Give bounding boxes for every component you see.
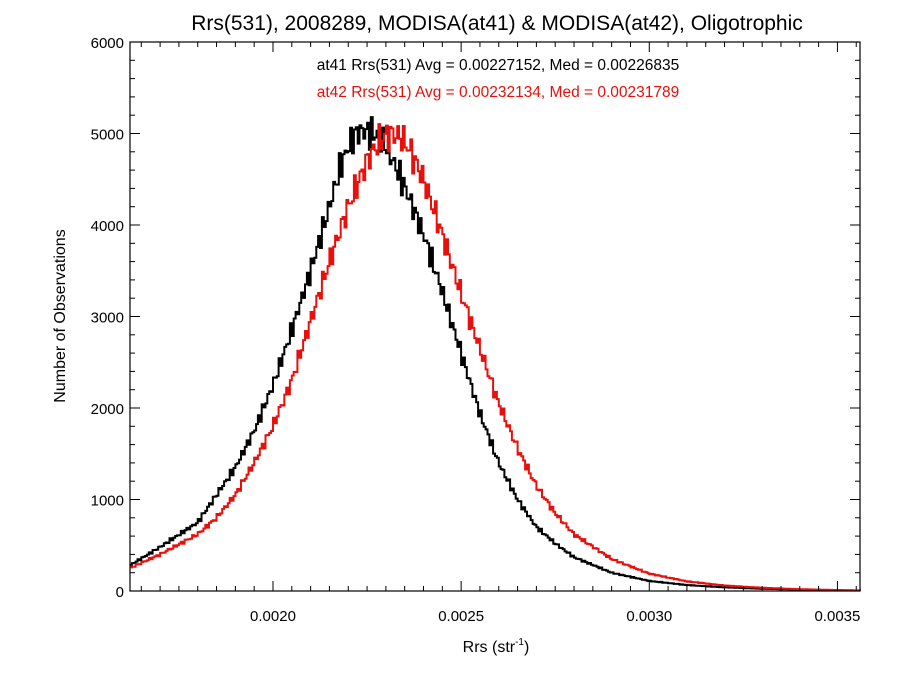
annotation-at42: at42 Rrs(531) Avg = 0.00232134, Med = 0.… <box>317 84 680 101</box>
x-axis-label-close: ) <box>524 639 529 656</box>
y-tick-label: 4000 <box>91 218 124 235</box>
x-axis-label: Rrs (str-1) <box>463 637 530 656</box>
annotation-at41: at41 Rrs(531) Avg = 0.00227152, Med = 0.… <box>317 57 680 74</box>
x-axis-label-main: Rrs (str <box>463 639 516 656</box>
x-axis-label-superscript: -1 <box>515 637 524 648</box>
series-line-1 <box>130 116 861 592</box>
plot-frame <box>129 41 861 592</box>
plot-area: 0 1000 2000 3000 4000 5000 6000 0.0020 0.0025 0.0… <box>91 35 861 625</box>
series-line-2 <box>130 123 861 592</box>
x-tick-label: 0.0035 <box>814 608 860 625</box>
y-tick-label: 5000 <box>91 127 124 144</box>
chart-title: Rrs(531), 2008289, MODISA(at41) & MODISA… <box>191 12 803 35</box>
y-axis-label: Number of Observations <box>52 229 69 402</box>
x-tick-label: 0.0030 <box>626 608 672 625</box>
y-tick-label: 0 <box>116 584 124 601</box>
x-tick-label: 0.0025 <box>438 608 484 625</box>
y-tick-label: 2000 <box>91 401 124 418</box>
y-tick-label: 6000 <box>91 35 124 52</box>
y-tick-label: 1000 <box>91 493 124 510</box>
x-tick-label: 0.0020 <box>250 608 296 625</box>
y-tick-label: 3000 <box>91 310 124 327</box>
